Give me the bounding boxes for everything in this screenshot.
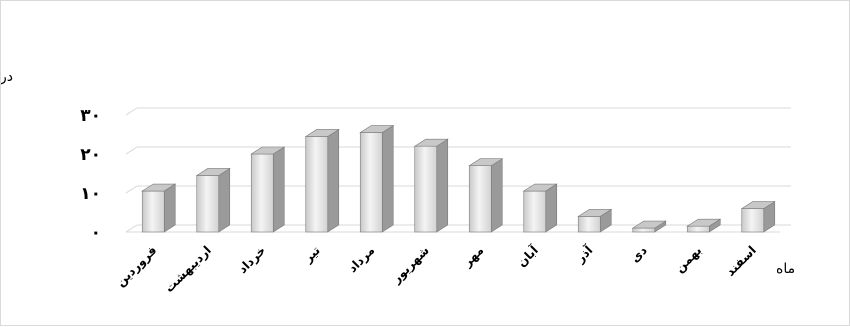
y-tick-label: ۱۰ xyxy=(80,184,101,204)
x-tick-label: فروردین xyxy=(113,243,160,290)
bars xyxy=(141,125,776,233)
bar xyxy=(522,183,558,233)
bar-top xyxy=(195,168,231,176)
bar xyxy=(740,201,776,233)
bar-front xyxy=(632,227,656,233)
bar-front xyxy=(414,145,438,233)
x-tick-label: بهمن xyxy=(672,243,704,275)
x-axis-title: ماه xyxy=(776,261,795,277)
y-axis-ticks: ۰ ۱۰ ۲۰ ۳۰ xyxy=(80,106,101,243)
grid-line-slant xyxy=(125,224,138,233)
bar-top xyxy=(413,138,449,147)
x-tick-label: اسفند xyxy=(723,243,759,279)
bar xyxy=(468,158,504,233)
bar-front xyxy=(523,190,547,233)
bar xyxy=(304,128,340,233)
bar-front xyxy=(250,153,274,233)
bar-front xyxy=(686,225,710,233)
bar xyxy=(631,220,667,233)
y-tick-label: ۰ xyxy=(91,223,101,243)
bar-top xyxy=(359,125,395,133)
x-tick-label: مرداد xyxy=(345,243,377,275)
bar-side xyxy=(436,138,449,233)
grid-line-slant xyxy=(125,107,138,116)
x-tick-label: مهر xyxy=(460,243,487,270)
y-axis-title: درجه سانتی‌گراد xyxy=(1,68,13,85)
bar-front xyxy=(577,216,601,233)
bar-top xyxy=(740,201,776,209)
y-tick-label: ۳۰ xyxy=(80,106,101,126)
bar-side xyxy=(381,125,394,233)
bar xyxy=(577,208,613,233)
bar-front xyxy=(305,136,329,233)
bar xyxy=(359,125,395,233)
bar-top xyxy=(577,209,613,217)
bar xyxy=(686,218,722,233)
grid-line-slant xyxy=(125,146,138,155)
bar xyxy=(141,183,177,233)
bar-side xyxy=(272,146,285,233)
x-tick-label: تیر xyxy=(300,243,323,266)
x-axis-ticks: فروردین اردیبهشت خرداد تیر مرداد شهریور مهر آبا… xyxy=(113,242,759,295)
bar-side xyxy=(163,183,176,233)
bar-front xyxy=(141,190,165,233)
bar-top xyxy=(141,183,177,192)
bar-side xyxy=(545,183,558,233)
bar-side xyxy=(218,167,231,233)
grid-line-slant xyxy=(125,185,138,194)
bar-top xyxy=(250,146,286,155)
bar xyxy=(250,146,286,233)
x-tick-label: دی xyxy=(628,243,650,265)
bar-top xyxy=(468,158,504,166)
grid-lines xyxy=(125,107,791,233)
x-tick-label: خرداد xyxy=(235,243,268,276)
bar-top xyxy=(631,220,667,229)
bar-front xyxy=(359,132,383,233)
bar-side xyxy=(490,158,503,233)
bar-front xyxy=(196,175,220,233)
x-tick-label: اردیبهشت xyxy=(162,243,214,295)
bar xyxy=(413,138,449,233)
bar-front xyxy=(468,165,492,233)
x-tick-label: آذر xyxy=(572,242,596,266)
bar-front xyxy=(741,208,765,233)
bar-side xyxy=(327,128,340,233)
x-tick-label: شهریور xyxy=(389,243,433,287)
bar xyxy=(195,167,231,233)
bar-top xyxy=(522,183,558,192)
x-tick-label: آبان xyxy=(514,242,542,270)
bar-top xyxy=(304,129,340,137)
y-tick-label: ۲۰ xyxy=(80,145,101,165)
bar-top xyxy=(686,218,722,227)
